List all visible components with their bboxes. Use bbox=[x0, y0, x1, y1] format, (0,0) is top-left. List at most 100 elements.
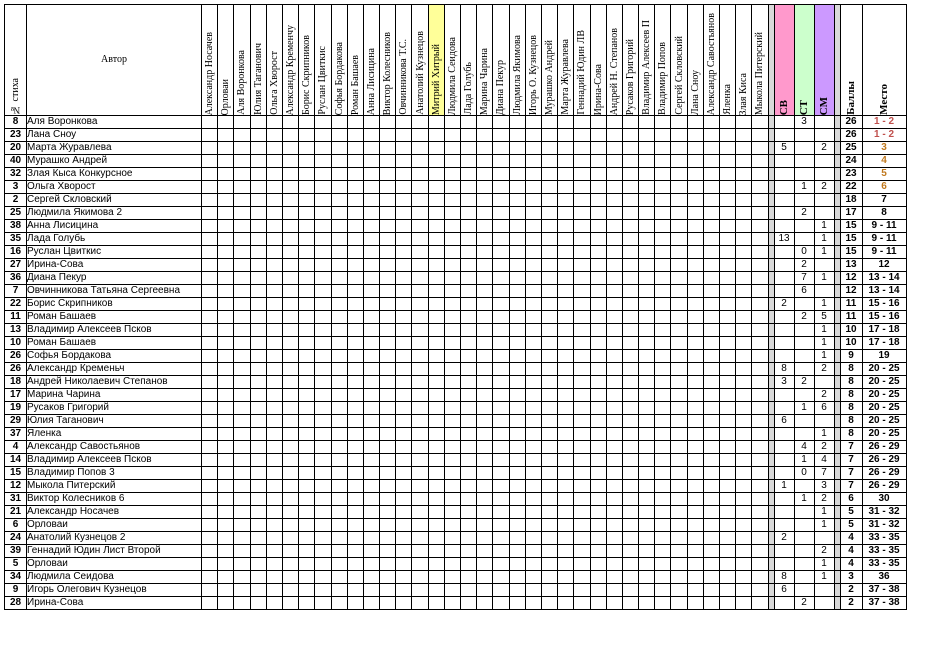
vote-cell bbox=[427, 310, 445, 324]
vote-cell bbox=[605, 180, 623, 194]
header-voter: Аля Воронкова bbox=[233, 4, 251, 116]
vote-cell bbox=[379, 154, 397, 168]
row-place: 13 - 14 bbox=[861, 271, 907, 285]
vote-cell bbox=[654, 128, 672, 142]
vote-cell bbox=[379, 362, 397, 376]
table-row: 12 Мыкола Питерский 1 3 7 26 - 29 bbox=[4, 479, 907, 493]
vote-cell bbox=[330, 544, 348, 558]
vote-cell bbox=[605, 492, 623, 506]
vote-cell bbox=[540, 284, 559, 298]
vote-cell bbox=[589, 453, 607, 467]
vote-cell bbox=[281, 466, 300, 480]
row-num: 8 bbox=[4, 115, 27, 129]
vote-cell bbox=[362, 570, 381, 584]
vote-cell bbox=[508, 375, 526, 389]
vote-cell bbox=[346, 570, 364, 584]
vote-cell bbox=[233, 596, 251, 610]
vote-cell bbox=[702, 466, 721, 480]
vote-cell bbox=[589, 583, 607, 597]
vote-cell bbox=[605, 570, 623, 584]
vote-cell bbox=[249, 206, 267, 220]
header-voter-label: Марина Чарина bbox=[479, 47, 491, 115]
vote-cell bbox=[411, 271, 429, 285]
table-row: 5 Орловаи 1 4 33 - 35 bbox=[4, 557, 907, 571]
vote-cell bbox=[411, 180, 429, 194]
vote-cell bbox=[573, 596, 591, 610]
vote-cell bbox=[346, 141, 364, 155]
vote-cell bbox=[638, 427, 656, 441]
row-num: 15 bbox=[4, 466, 27, 480]
vote-cell bbox=[476, 193, 494, 207]
vote-cell bbox=[459, 362, 478, 376]
vote-cell bbox=[557, 531, 575, 545]
vote-cell bbox=[298, 180, 316, 194]
row-sv bbox=[773, 505, 795, 519]
vote-cell bbox=[605, 271, 623, 285]
vote-cell bbox=[200, 141, 219, 155]
vote-cell bbox=[540, 219, 559, 233]
vote-cell bbox=[540, 375, 559, 389]
table-row: 24 Анатолий Кузнецов 2 2 4 33 - 35 bbox=[4, 531, 907, 545]
vote-cell bbox=[751, 141, 769, 155]
vote-cell bbox=[524, 492, 542, 506]
vote-cell bbox=[735, 206, 753, 220]
vote-cell bbox=[346, 349, 364, 363]
vote-cell bbox=[233, 219, 251, 233]
vote-cell bbox=[249, 440, 267, 454]
vote-cell bbox=[330, 336, 348, 350]
row-score: 17 bbox=[839, 206, 863, 220]
vote-cell bbox=[492, 544, 510, 558]
vote-cell bbox=[573, 479, 591, 493]
vote-cell bbox=[281, 557, 300, 571]
vote-cell bbox=[330, 193, 348, 207]
vote-cell bbox=[362, 427, 381, 441]
vote-cell bbox=[654, 284, 672, 298]
row-num: 4 bbox=[4, 440, 27, 454]
vote-cell bbox=[621, 206, 640, 220]
header-voter: Орловаи bbox=[217, 4, 235, 116]
vote-cell bbox=[233, 297, 251, 311]
vote-cell bbox=[557, 206, 575, 220]
vote-cell bbox=[524, 180, 542, 194]
vote-cell bbox=[524, 193, 542, 207]
row-sm: 7 bbox=[813, 466, 835, 480]
vote-cell bbox=[346, 180, 364, 194]
vote-cell bbox=[573, 115, 591, 129]
vote-cell bbox=[686, 206, 704, 220]
vote-cell bbox=[589, 193, 607, 207]
table-row: 13 Владимир Алексеев Псков 1 10 17 - 18 bbox=[4, 323, 907, 337]
vote-cell bbox=[751, 115, 769, 129]
vote-cell bbox=[751, 245, 769, 259]
vote-cell bbox=[330, 284, 348, 298]
vote-cell bbox=[459, 297, 478, 311]
vote-cell bbox=[459, 115, 478, 129]
vote-cell bbox=[524, 414, 542, 428]
header-voter-label: Мурашко Андрей bbox=[544, 39, 556, 115]
row-sv bbox=[773, 388, 795, 402]
row-score: 5 bbox=[839, 518, 863, 532]
vote-cell bbox=[524, 284, 542, 298]
vote-cell bbox=[638, 258, 656, 272]
vote-cell bbox=[686, 479, 704, 493]
vote-cell bbox=[200, 310, 219, 324]
row-num: 26 bbox=[4, 349, 27, 363]
vote-cell bbox=[217, 115, 235, 129]
row-sv bbox=[773, 544, 795, 558]
vote-cell bbox=[200, 206, 219, 220]
vote-cell bbox=[281, 323, 300, 337]
vote-cell bbox=[395, 336, 413, 350]
vote-cell bbox=[443, 323, 462, 337]
header-st-label: СТ bbox=[797, 99, 810, 115]
vote-cell bbox=[298, 297, 316, 311]
vote-cell bbox=[346, 258, 364, 272]
row-place: 33 - 35 bbox=[861, 557, 907, 571]
header-voter-label: Анна Лисицина bbox=[365, 47, 377, 115]
vote-cell bbox=[427, 596, 445, 610]
vote-cell bbox=[314, 180, 332, 194]
vote-cell bbox=[443, 375, 462, 389]
vote-cell bbox=[395, 245, 413, 259]
vote-cell bbox=[654, 388, 672, 402]
vote-cell bbox=[379, 596, 397, 610]
vote-cell bbox=[427, 466, 445, 480]
vote-cell bbox=[638, 232, 656, 246]
